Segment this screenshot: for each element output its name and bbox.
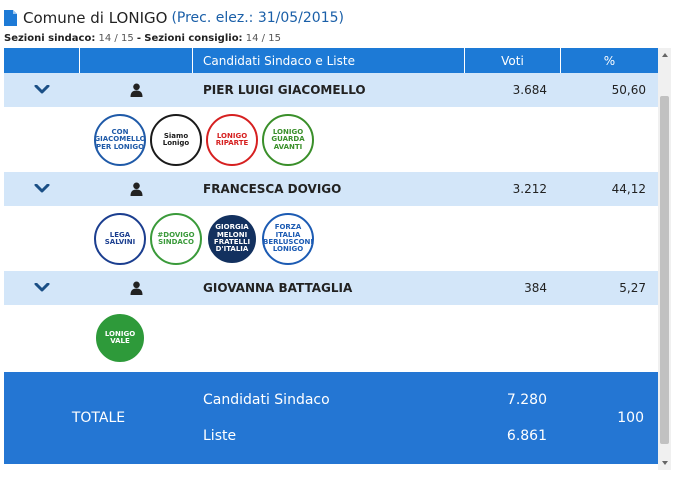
candidate-percent: 44,12 — [611, 182, 646, 196]
scrollbar-thumb[interactable] — [660, 96, 669, 444]
lists-row: LEGA SALVINI #DOVIGO SINDACO GIORGIA MELON… — [4, 207, 658, 271]
list-logo[interactable]: GIORGIA MELONI FRATELLI D'ITALIA — [206, 213, 258, 265]
total-votes-col: 7.280 6.861 — [465, 372, 561, 464]
table-header: Candidati Sindaco e Liste Voti % — [4, 48, 658, 73]
lists-row: CON GIACOMELLO PER LONIGO Siamo Lonigo LON… — [4, 108, 658, 172]
list-logo[interactable]: LONIGO VALE — [94, 312, 146, 364]
candidate-votes: 384 — [524, 281, 547, 295]
list-logo[interactable]: LONIGO RIPARTE — [206, 114, 258, 166]
scroll-down-arrow[interactable] — [658, 456, 671, 470]
total-liste-votes: 6.861 — [506, 428, 547, 444]
total-sindaco-label: Candidati Sindaco — [203, 392, 330, 408]
sezioni-consiglio-value: 14 / 15 — [245, 33, 281, 44]
expand-toggle[interactable] — [4, 172, 80, 206]
total-label: TOTALE — [71, 410, 126, 426]
document-icon — [4, 10, 17, 26]
header-expand-col — [4, 48, 80, 73]
person-icon — [130, 83, 143, 97]
person-icon — [130, 182, 143, 196]
candidate-person-cell — [80, 172, 193, 206]
candidate-name: PIER LUIGI GIACOMELLO — [203, 83, 366, 97]
total-row: TOTALE Candidati Sindaco Liste 7.280 6.8… — [4, 372, 658, 464]
candidate-name: GIOVANNA BATTAGLIA — [203, 281, 353, 295]
person-icon — [130, 281, 143, 295]
header-votes: Voti — [465, 48, 561, 73]
candidate-row[interactable]: FRANCESCA DOVIGO 3.212 44,12 — [4, 172, 658, 207]
sections-info: Sezioni sindaco: 14 / 15 - Sezioni consi… — [4, 33, 281, 44]
total-percent: 100 — [617, 410, 644, 426]
list-logo[interactable]: CON GIACOMELLO PER LONIGO — [94, 114, 146, 166]
header-candidates: Candidati Sindaco e Liste — [193, 48, 465, 73]
chevron-down-icon[interactable] — [34, 85, 50, 95]
candidate-votes: 3.212 — [512, 182, 547, 196]
sezioni-consiglio-label: Sezioni consiglio: — [144, 33, 243, 44]
total-sindaco-votes: 7.280 — [506, 392, 547, 408]
sezioni-sindaco-value: 14 / 15 — [98, 33, 134, 44]
expand-toggle[interactable] — [4, 271, 80, 305]
page-title: Comune di LONIGO — [23, 9, 168, 27]
candidate-percent: 50,60 — [611, 83, 646, 97]
candidate-person-cell — [80, 73, 193, 107]
lists-row: LONIGO VALE — [4, 306, 658, 370]
chevron-down-icon[interactable] — [34, 283, 50, 293]
chevron-down-icon[interactable] — [34, 184, 50, 194]
list-logo[interactable]: LONIGO GUARDA AVANTI — [262, 114, 314, 166]
candidate-row[interactable]: GIOVANNA BATTAGLIA 384 5,27 — [4, 271, 658, 306]
results-table: Candidati Sindaco e Liste Voti % PIER LU… — [4, 48, 658, 464]
previous-election-link[interactable]: (Prec. elez.: 31/05/2015) — [171, 10, 344, 26]
candidate-percent: 5,27 — [619, 281, 646, 295]
page-header: Comune di LONIGO (Prec. elez.: 31/05/201… — [4, 7, 344, 29]
sezioni-separator: - — [136, 33, 142, 44]
list-logo[interactable]: LEGA SALVINI — [94, 213, 146, 265]
candidate-person-cell — [80, 271, 193, 305]
scroll-up-arrow[interactable] — [658, 48, 671, 62]
total-liste-label: Liste — [203, 428, 237, 444]
vertical-scrollbar[interactable] — [658, 48, 671, 470]
list-logo[interactable]: Siamo Lonigo — [150, 114, 202, 166]
list-logo[interactable]: #DOVIGO SINDACO — [150, 213, 202, 265]
expand-toggle[interactable] — [4, 73, 80, 107]
list-logo[interactable]: FORZA ITALIA BERLUSCONI LONIGO — [262, 213, 314, 265]
header-percent: % — [603, 53, 616, 68]
candidate-name: FRANCESCA DOVIGO — [203, 182, 342, 196]
total-labels-col: Candidati Sindaco Liste — [193, 372, 465, 464]
sezioni-sindaco-label: Sezioni sindaco: — [4, 33, 96, 44]
header-icon-col — [80, 48, 193, 73]
candidate-votes: 3.684 — [512, 83, 547, 97]
candidate-row[interactable]: PIER LUIGI GIACOMELLO 3.684 50,60 — [4, 73, 658, 108]
